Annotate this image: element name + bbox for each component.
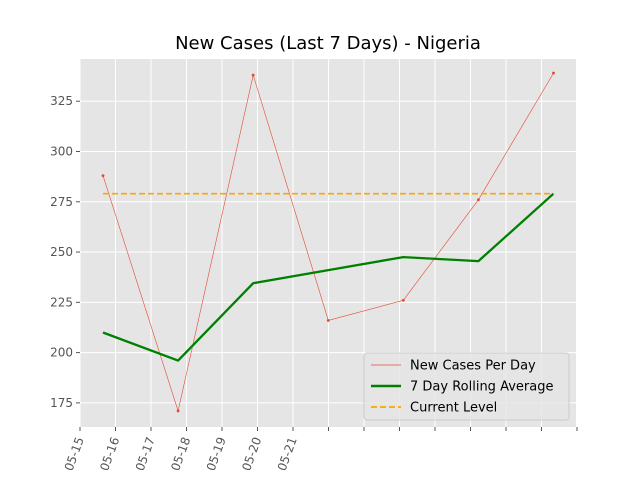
y-tick-label: 200: [50, 346, 73, 360]
series-rolling-average-line: [102, 192, 555, 362]
data-point: [401, 298, 405, 302]
data-point: [251, 73, 255, 77]
legend-label-current-level: Current Level: [410, 401, 497, 416]
data-point: [176, 409, 180, 413]
series-layer: [101, 71, 555, 413]
data-point: [552, 71, 555, 75]
y-tick-label: 225: [50, 295, 73, 309]
legend: New Cases Per Day 7 Day Rolling Average …: [363, 352, 570, 421]
y-axis: 175 200 225 250 275 300 325: [50, 94, 80, 410]
x-grid: [79, 59, 578, 427]
chart-title: New Cases (Last 7 Days) - Nigeria: [175, 33, 481, 54]
y-tick-label: 175: [50, 396, 73, 410]
y-tick-label: 325: [50, 94, 73, 108]
y-tick-label: 250: [50, 245, 73, 259]
legend-label-rolling-average: 7 Day Rolling Average: [410, 380, 553, 395]
legend-label-new-cases: New Cases Per Day: [410, 359, 536, 374]
data-point: [477, 198, 480, 202]
data-point: [326, 319, 330, 322]
y-tick-label: 300: [50, 145, 73, 159]
data-point: [101, 174, 105, 178]
y-tick-label: 275: [50, 195, 73, 209]
legend-box: [363, 352, 570, 421]
